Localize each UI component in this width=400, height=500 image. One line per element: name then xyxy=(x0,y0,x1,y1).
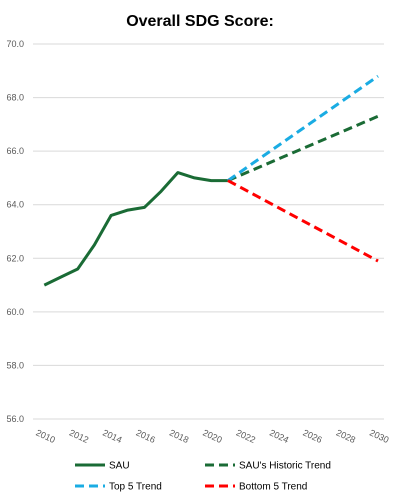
x-tick-label: 2030 xyxy=(368,428,390,446)
y-tick-label: 64.0 xyxy=(6,200,24,210)
x-axis-ticks: 2010 2012 2014 2016 2018 2020 2022 2024 2026 2028… xyxy=(34,428,390,446)
x-tick-label: 2020 xyxy=(201,428,223,446)
series-line-3 xyxy=(227,179,379,263)
x-tick-label: 2026 xyxy=(301,428,323,446)
series-line-1 xyxy=(227,114,379,182)
chart-title: Overall SDG Score: xyxy=(126,13,274,30)
x-tick-label: 2022 xyxy=(235,428,257,446)
series-line-2 xyxy=(227,74,379,182)
y-tick-label: 66.0 xyxy=(6,146,24,156)
legend-label-3: Bottom 5 Trend xyxy=(239,482,307,493)
legend-label-2: Top 5 Trend xyxy=(109,482,162,493)
y-tick-label: 68.0 xyxy=(6,93,24,103)
x-tick-label: 2028 xyxy=(335,428,357,446)
legend-label-1: SAU's Historic Trend xyxy=(239,461,331,472)
y-tick-label: 62.0 xyxy=(6,253,24,263)
legend-label-0: SAU xyxy=(109,461,130,472)
y-tick-label: 56.0 xyxy=(6,414,24,424)
plot-series xyxy=(43,74,379,287)
y-tick-label: 58.0 xyxy=(6,360,24,370)
y-tick-label: 60.0 xyxy=(6,307,24,317)
x-tick-label: 2016 xyxy=(135,428,157,446)
x-tick-label: 2012 xyxy=(68,428,90,446)
x-tick-label: 2014 xyxy=(101,428,123,446)
series-line-0 xyxy=(43,171,228,287)
gridlines xyxy=(33,43,384,366)
x-tick-label: 2018 xyxy=(168,428,190,446)
y-axis-ticks: 56.0 58.0 60.0 62.0 64.0 66.0 68.0 70.0 xyxy=(6,39,24,424)
y-tick-label: 70.0 xyxy=(6,39,24,49)
x-tick-label: 2010 xyxy=(34,428,56,446)
legend: SAU SAU's Historic Trend Top 5 Trend Bottom… xyxy=(75,461,331,493)
x-tick-label: 2024 xyxy=(268,428,290,446)
